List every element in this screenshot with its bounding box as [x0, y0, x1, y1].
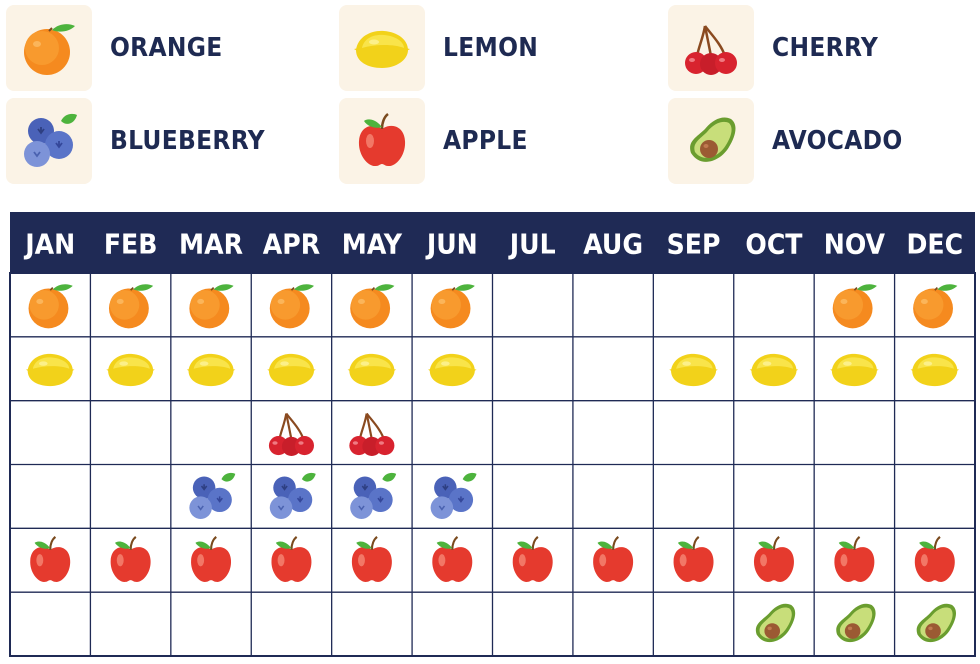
lemon-icon: [25, 353, 75, 387]
blueberry-icon: [188, 472, 237, 520]
month-label-jun: JUN: [425, 228, 478, 261]
legend: ORANGE LEMON CHERRY BLUEBERRY APPLE AVOCADO: [0, 0, 980, 200]
legend-tile: [339, 5, 425, 91]
month-label-jan: JAN: [23, 228, 75, 261]
month-label-feb: FEB: [104, 228, 158, 261]
legend-label: LEMON: [443, 33, 539, 63]
legend-label: CHERRY: [772, 33, 879, 63]
legend-tile: [668, 5, 754, 91]
legend-label: AVOCADO: [772, 126, 903, 156]
legend-item-avocado: AVOCADO: [662, 98, 980, 186]
orange-icon: [912, 283, 959, 330]
cherry-icon: [348, 412, 396, 458]
avocado-icon: [836, 603, 876, 643]
month-label-may: MAY: [342, 228, 403, 261]
month-label-sep: SEP: [667, 228, 721, 261]
legend-item-cherry: CHERRY: [662, 5, 980, 93]
apple-icon: [833, 535, 876, 584]
apple-icon: [913, 535, 956, 584]
legend-label: ORANGE: [110, 33, 223, 63]
blueberry-icon: [349, 472, 397, 520]
apple-icon: [29, 535, 72, 584]
orange-icon: [108, 283, 155, 330]
apple-icon: [350, 535, 393, 584]
orange-icon: [188, 283, 235, 330]
orange-icon: [268, 283, 315, 330]
month-label-apr: APR: [263, 228, 320, 261]
legend-item-apple: APPLE: [333, 98, 653, 186]
lemon-icon: [749, 353, 799, 387]
apple-icon: [672, 535, 715, 584]
lemon-icon: [347, 353, 397, 387]
legend-item-blueberry: BLUEBERRY: [0, 98, 320, 186]
legend-item-orange: ORANGE: [0, 5, 320, 93]
lemon-icon: [669, 353, 718, 387]
month-label-mar: MAR: [179, 228, 243, 261]
avocado-icon: [916, 603, 957, 643]
orange-icon: [27, 283, 74, 330]
lemon-icon: [106, 353, 155, 387]
lemon-icon: [910, 353, 960, 387]
legend-item-lemon: LEMON: [333, 5, 653, 93]
lemon-icon: [428, 353, 477, 387]
avocado-icon: [755, 603, 796, 643]
apple-icon: [592, 535, 635, 584]
cherry-icon: [267, 412, 316, 458]
legend-tile: [339, 98, 425, 184]
month-label-dec: DEC: [906, 228, 963, 261]
lemon-icon: [830, 353, 879, 387]
legend-tile: [6, 98, 92, 184]
blueberry-icon: [269, 472, 317, 520]
blueberry-icon: [429, 472, 478, 520]
month-label-aug: AUG: [583, 228, 643, 261]
apple-icon: [511, 535, 554, 584]
month-label-jul: JUL: [508, 228, 556, 261]
legend-tile: [6, 5, 92, 91]
apple-icon: [189, 535, 233, 584]
header-row: [10, 212, 975, 273]
apple-icon: [752, 535, 796, 584]
legend-label: BLUEBERRY: [110, 126, 265, 156]
apple-icon: [109, 535, 152, 584]
month-label-oct: OCT: [745, 228, 803, 261]
lemon-icon: [267, 353, 316, 387]
apple-icon: [431, 535, 474, 584]
apple-icon: [270, 535, 313, 584]
orange-icon: [831, 283, 878, 330]
legend-tile: [668, 98, 754, 184]
orange-icon: [349, 283, 396, 330]
lemon-icon: [186, 353, 236, 387]
orange-icon: [429, 283, 476, 330]
month-label-nov: NOV: [824, 228, 886, 261]
legend-label: APPLE: [443, 126, 528, 156]
